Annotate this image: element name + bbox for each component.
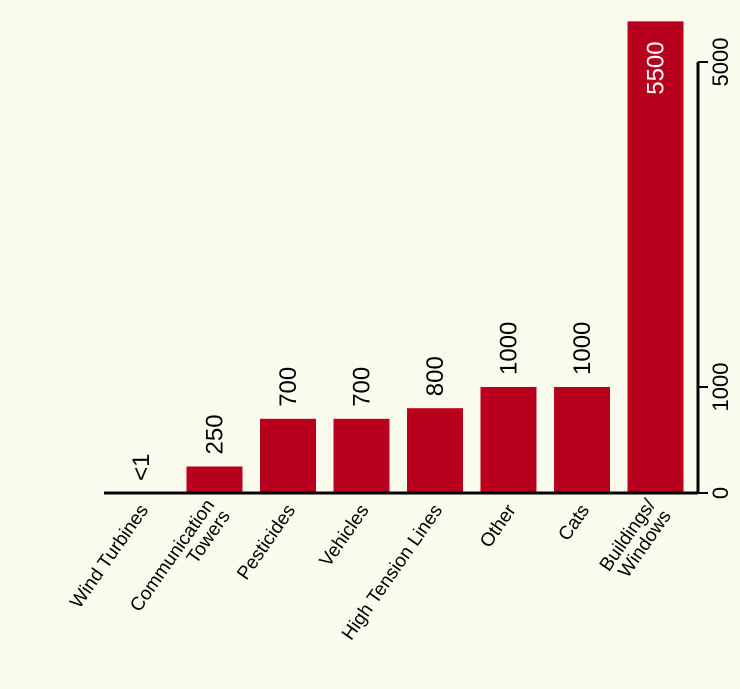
y-tick-label-0: 0 [708, 487, 733, 499]
bar-3 [333, 418, 390, 493]
y-tick-label-2: 5000 [708, 38, 733, 87]
category-labels-group: Wind TurbinesCommunicationTowersPesticid… [66, 495, 676, 644]
category-label-line: Other [476, 500, 521, 552]
bars-group [186, 21, 684, 493]
value-label-5: 1000 [496, 322, 523, 375]
y-axis: 0 1000 5000 [696, 38, 733, 499]
category-label-6: Cats [554, 501, 594, 545]
category-label-line: Pesticides [233, 501, 300, 584]
value-label-3: 700 [349, 367, 376, 407]
value-label-6: 1000 [569, 322, 596, 375]
category-label-line: Vehicles [316, 501, 374, 571]
value-label-7: 5500 [643, 41, 670, 94]
value-label-1: 250 [202, 414, 229, 454]
bar-4 [407, 408, 463, 493]
value-label-4: 800 [422, 356, 449, 396]
category-label-5: Other [476, 500, 521, 552]
y-tick-label-1: 1000 [708, 363, 733, 412]
bar-5 [480, 387, 537, 493]
category-label-7: Buildings/Windows [596, 495, 676, 586]
value-label-2: 700 [275, 367, 302, 407]
value-label-0: <1 [128, 454, 155, 481]
category-label-line: Cats [554, 501, 594, 545]
bar-1 [186, 466, 243, 493]
value-labels-group: <1 250 700 700 800 1000 1000 5500 [128, 41, 670, 481]
bar-6 [554, 387, 610, 493]
category-label-3: Vehicles [316, 501, 374, 571]
category-label-2: Pesticides [233, 501, 300, 584]
bar-7 [627, 21, 684, 493]
bar-2 [260, 418, 316, 493]
